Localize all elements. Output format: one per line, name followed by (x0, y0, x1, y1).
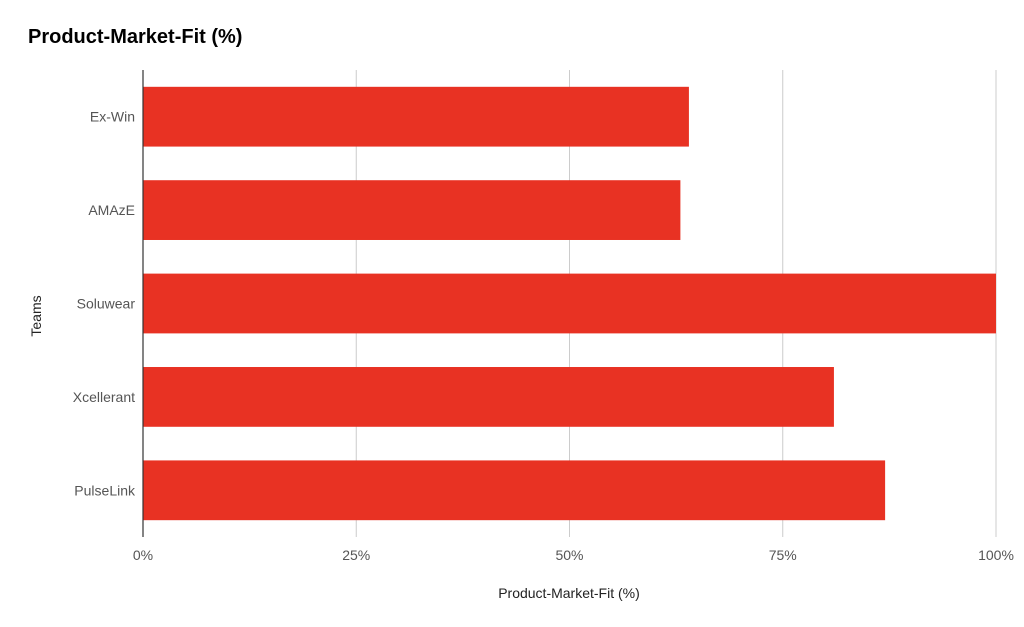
y-axis-title: Teams (28, 295, 44, 336)
x-tick-label: 75% (769, 547, 797, 563)
y-tick-label: PulseLink (74, 482, 136, 498)
y-tick-label: Xcellerant (73, 389, 135, 405)
x-tick-label: 100% (978, 547, 1014, 563)
x-tick-label: 25% (342, 547, 370, 563)
x-tick-label: 50% (555, 547, 583, 563)
x-axis-title: Product-Market-Fit (%) (498, 585, 640, 601)
y-tick-label: Soluwear (77, 296, 136, 312)
bars (143, 86, 996, 521)
x-tick-labels: 0% 25% 50% 75% 100% (133, 547, 1014, 563)
y-tick-label: Ex-Win (90, 109, 135, 125)
x-tick-label: 0% (133, 547, 153, 563)
bar (143, 460, 886, 521)
bar (143, 367, 834, 427)
y-tick-labels: Ex-Win AMAzE Soluwear Xcellerant PulseLink (73, 109, 136, 499)
bar (143, 180, 681, 240)
bar (143, 273, 996, 334)
y-tick-label: AMAzE (88, 202, 135, 218)
chart-title: Product-Market-Fit (%) (28, 26, 243, 48)
bar (143, 86, 689, 147)
